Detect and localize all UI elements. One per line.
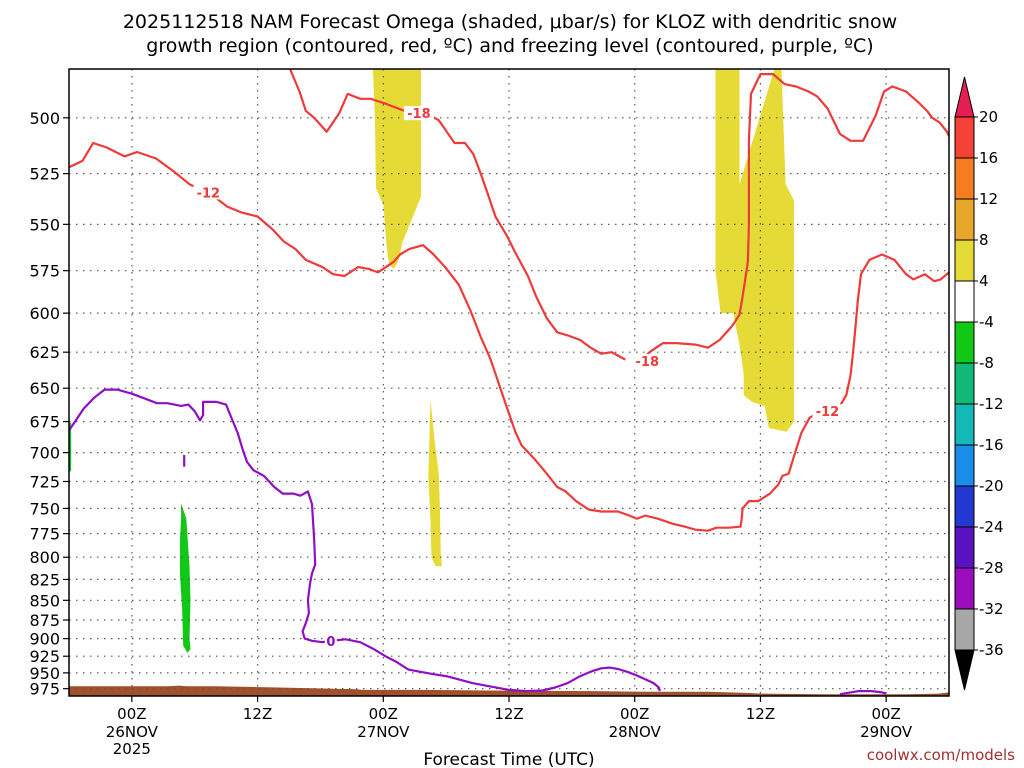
colorbar-swatch-6 [954,362,975,405]
red-contour-0 [288,69,626,361]
x-tick-date-0: 26NOV [106,723,159,741]
colorbar-swatch-11 [954,567,975,610]
y-tick-label-11: 775 [29,525,60,544]
red-contour-label-2: -12 [197,186,221,201]
x-tick-label-5: 12Z [746,705,775,723]
purple-contour-0 [69,388,661,693]
y-tick-label-7: 675 [29,413,60,432]
y-tick-label-8: 700 [29,444,60,463]
colorbar-label-7: -12 [979,395,1004,413]
colorbar-label-4: 4 [979,272,989,290]
chart-title-line1: 2025112518 NAM Forecast Omega (shaded, μ… [123,11,897,33]
red-contour-1 [640,72,949,362]
colorbar-swatch-2 [954,198,975,241]
omega-shade-0 [372,69,421,269]
colorbar-swatch-10 [954,526,975,569]
y-tick-label-3: 575 [29,262,60,281]
colorbar-label-5: -4 [979,313,994,331]
colorbar: 20 16 12 8 4 -4 -8 -12 -16 -20 -24 -28 -32 -36 [954,76,1004,691]
colorbar-label-1: 16 [979,149,998,167]
y-tick-label-13: 825 [29,570,60,589]
colorbar-swatch-7 [954,403,975,446]
colorbar-label-2: 12 [979,190,998,208]
colorbar-swatch-3 [954,239,975,282]
x-tick-date-4: 28NOV [609,723,662,741]
y-tick-label-4: 600 [29,304,60,323]
red-contour-label-0: -18 [407,107,431,122]
omega-shade-4 [180,503,191,653]
y-tick-label-10: 750 [29,499,60,518]
x-tick-label-2: 00Z [369,705,398,723]
x-tick-year-0: 2025 [113,740,151,758]
red-contour-label-1: -18 [636,355,660,370]
x-tick-date-6: 29NOV [860,723,913,741]
freezing-level-contours: 0 [69,388,887,696]
colorbar-swatch-12 [954,608,975,651]
y-tick-label-14: 850 [29,591,60,610]
chart-title-line2: growth region (contoured, red, ºC) and f… [146,35,873,57]
colorbar-swatch-1 [954,157,975,200]
y-tick-label-9: 725 [29,472,60,491]
x-tick-label-4: 00Z [620,705,649,723]
omega-shade-2 [715,69,794,432]
x-tick-date-2: 27NOV [357,723,410,741]
y-tick-label-0: 500 [29,109,60,128]
watermark: coolwx.com/models [867,746,1015,764]
grid-layer [69,69,949,696]
omega-shade-1 [428,399,442,567]
colorbar-label-13: -36 [979,641,1004,659]
red-label-bg-1 [632,354,663,369]
colorbar-label-3: 8 [979,231,989,249]
colorbar-swatch-9 [954,485,975,528]
colorbar-top-arrow [954,76,975,118]
y-tick-label-15: 875 [29,611,60,630]
purple-contour-label: 0 [326,635,335,650]
red-label-bg-2 [193,185,224,200]
colorbar-swatch-0 [954,116,975,159]
colorbar-label-0: 20 [979,108,998,126]
colorbar-label-12: -32 [979,600,1004,618]
colorbar-bottom-arrow [954,649,975,691]
red-label-bg-0 [403,106,434,121]
y-tick-label-2: 550 [29,215,60,234]
y-axis: 500 525 550 575 600 625 650 675 700 725 750 775 800 8… [29,109,69,699]
y-tick-label-5: 625 [29,343,60,362]
dendritic-growth-contours: -18 -18 -12 -12 [69,69,949,532]
y-tick-label-6: 650 [29,379,60,398]
colorbar-swatch-4 [954,280,975,323]
colorbar-label-9: -20 [979,477,1004,495]
x-axis-label: Forecast Time (UTC) [423,750,594,768]
omega-shading-layer [69,69,794,653]
y-tick-label-1: 525 [29,165,60,184]
y-tick-label-19: 975 [29,680,60,699]
red-contour-2 [69,141,949,532]
x-tick-label-0: 00Z [117,705,146,723]
colorbar-label-10: -24 [979,518,1004,536]
colorbar-label-11: -28 [979,559,1004,577]
colorbar-label-6: -8 [979,354,994,372]
purple-label-bg [324,633,337,648]
x-tick-label-3: 12Z [494,705,523,723]
x-tick-label-1: 12Z [243,705,272,723]
red-contour-label-3: -12 [816,405,840,420]
colorbar-swatch-8 [954,444,975,487]
y-tick-label-12: 800 [29,548,60,567]
y-tick-label-18: 950 [29,664,60,683]
purple-contour-1 [839,689,887,696]
colorbar-swatch-5 [954,321,975,364]
red-label-bg-3 [812,404,843,419]
colorbar-label-8: -16 [979,436,1004,454]
x-tick-label-6: 00Z [871,705,900,723]
y-tick-label-16: 900 [29,630,60,649]
y-tick-label-17: 925 [29,647,60,666]
